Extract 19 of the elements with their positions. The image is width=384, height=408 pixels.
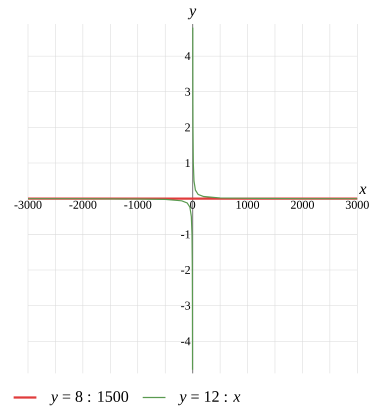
legend-label: y = 12 : x	[178, 391, 240, 406]
x-tick-label: -3000	[14, 200, 42, 209]
y-tick-label: 2	[185, 123, 190, 132]
x-tick-label: 1000	[236, 200, 260, 209]
y-tick-label: 1	[186, 159, 190, 167]
y-tick-label: -1	[181, 230, 190, 238]
y-tick-label: -4	[181, 337, 190, 346]
y-tick-label: -2	[181, 266, 190, 274]
x-tick-label: -2000	[69, 200, 96, 209]
x-tick-label: 3000	[346, 200, 369, 209]
x-tick-label: 0	[190, 200, 196, 209]
y-tick-label: -3	[181, 302, 190, 310]
y-axis-title: y	[188, 8, 196, 20]
y-tick-label: 4	[184, 52, 190, 60]
x-tick-label: 2000	[290, 200, 314, 209]
x-axis-title: x	[359, 186, 366, 194]
x-tick-label: -1000	[124, 200, 152, 209]
y-tick-label: 3	[185, 88, 190, 96]
legend-label: y = 8 : 1500	[50, 391, 128, 406]
